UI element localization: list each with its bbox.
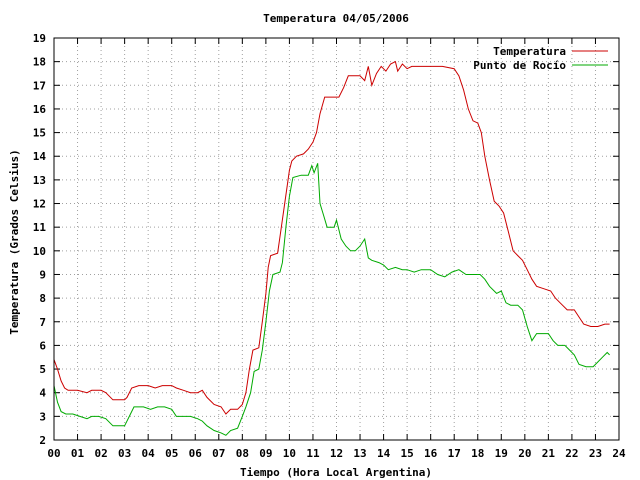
x-tick-label: 05 <box>165 447 178 460</box>
x-tick-label: 18 <box>471 447 484 460</box>
x-tick-label: 01 <box>71 447 85 460</box>
y-axis-label: Temperatura (Grados Celsius) <box>8 149 21 334</box>
x-axis-label: Tiempo (Hora Local Argentina) <box>240 466 432 479</box>
y-tick-label: 11 <box>33 221 47 234</box>
x-tick-label: 16 <box>424 447 438 460</box>
plot-frame <box>53 37 620 441</box>
y-tick-label: 2 <box>39 434 46 447</box>
x-tick-label: 02 <box>94 447 107 460</box>
x-tick-label: 24 <box>612 447 626 460</box>
x-tick-label: 10 <box>283 447 296 460</box>
x-tick-label: 13 <box>353 447 366 460</box>
x-tick-label: 03 <box>118 447 131 460</box>
x-tick-label: 07 <box>212 447 225 460</box>
x-tick-label: 04 <box>142 447 156 460</box>
y-tick-label: 4 <box>39 387 46 400</box>
x-tick-label: 14 <box>377 447 391 460</box>
y-tick-label: 7 <box>39 316 46 329</box>
x-tick-label: 08 <box>236 447 249 460</box>
x-tick-label: 23 <box>589 447 602 460</box>
x-tick-label: 21 <box>542 447 556 460</box>
y-tick-label: 8 <box>39 292 46 305</box>
x-tick-label: 09 <box>259 447 272 460</box>
legend-label: Punto de Rocío <box>473 59 566 72</box>
x-tick-label: 22 <box>565 447 578 460</box>
grid <box>54 38 619 440</box>
y-tick-label: 16 <box>33 103 47 116</box>
y-tick-label: 9 <box>39 268 46 281</box>
y-tick-label: 10 <box>33 245 46 258</box>
y-tick-label: 15 <box>33 127 46 140</box>
axis-ticks: 00 01 02 03 04 05 06 07 08 09 10 11 12 13 14 15 16 17 18 19… <box>33 32 626 460</box>
y-tick-label: 14 <box>33 150 47 163</box>
y-tick-label: 13 <box>33 174 46 187</box>
y-tick-label: 12 <box>33 198 46 211</box>
x-tick-label: 19 <box>495 447 508 460</box>
x-tick-label: 12 <box>330 447 343 460</box>
x-tick-label: 00 <box>47 447 60 460</box>
y-tick-label: 19 <box>33 32 46 45</box>
y-tick-label: 3 <box>39 410 46 423</box>
series-line-temperatura <box>53 60 610 415</box>
x-tick-label: 20 <box>518 447 531 460</box>
y-tick-label: 6 <box>39 339 46 352</box>
series-line-punto-de-rocio <box>53 163 610 436</box>
series-lines <box>53 60 610 436</box>
y-tick-label: 17 <box>33 79 46 92</box>
x-tick-label: 11 <box>306 447 320 460</box>
x-tick-label: 17 <box>448 447 461 460</box>
x-tick-label: 15 <box>401 447 414 460</box>
legend-label: Temperatura <box>493 45 566 58</box>
y-tick-label: 5 <box>39 363 46 376</box>
chart-title: Temperatura 04/05/2006 <box>263 12 409 25</box>
y-tick-label: 18 <box>33 56 46 69</box>
x-tick-label: 06 <box>189 447 203 460</box>
